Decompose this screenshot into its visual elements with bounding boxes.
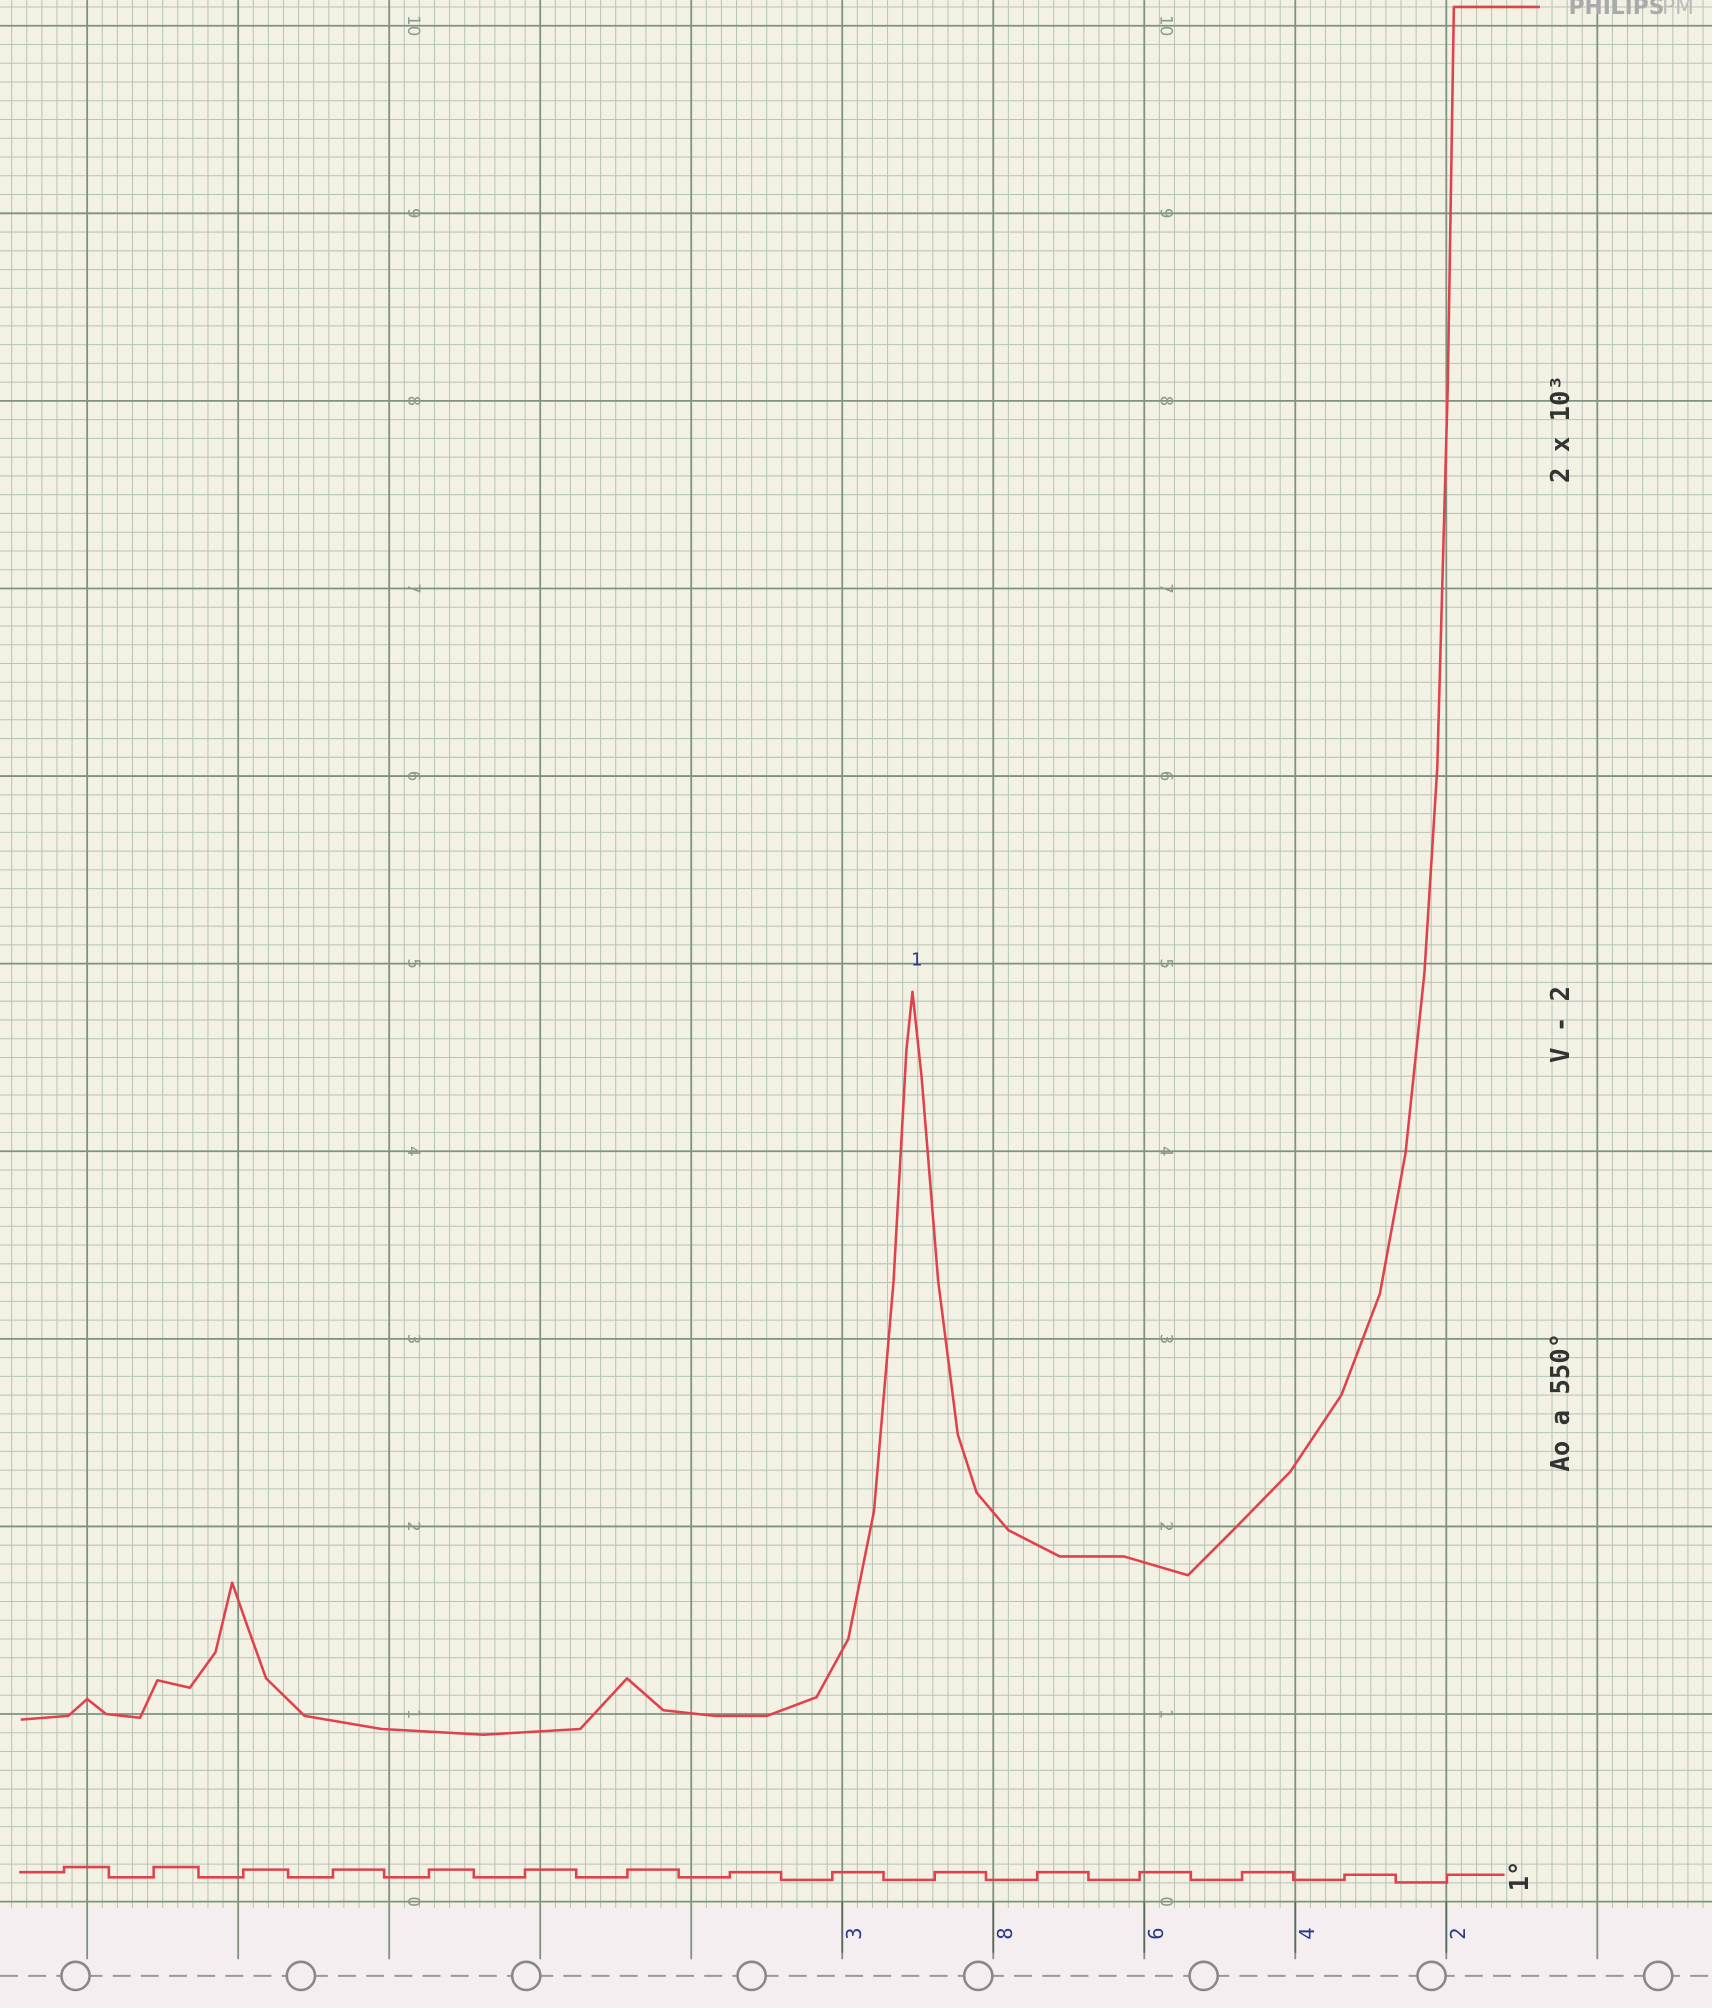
y-tick-label: 3 [404,1334,423,1345]
plot: 0 0 1 1 2 2 3 3 4 4 5 5 6 6 7 7 8 8 9 9 10 10 3 8 6 4 2 [0,5,1712,1953]
x-tick-label: 8 [993,1927,1017,1939]
brand: PHILIPS [1569,0,1665,20]
y-tick-label: 2 [1157,1521,1176,1532]
y-tick-label: 8 [404,396,423,407]
y-tick-label: 4 [404,1146,423,1157]
peak-label: 1 [911,949,922,970]
x-tick-label: 3 [842,1927,866,1939]
annotation: 2 x 10³ [1546,375,1576,483]
y-tick-label: 5 [404,958,423,969]
annotation: V - 2 [1546,986,1576,1063]
y-tick-label: 4 [1157,1146,1176,1157]
annotation: Ao a 550° [1546,1333,1576,1472]
y-tick-label: 6 [1157,771,1176,782]
perforations [60,1960,1674,1992]
x-tick-label: 6 [1144,1927,1168,1939]
y-tick-label: 9 [404,208,423,219]
y-tick-label: 3 [1157,1334,1176,1345]
x-tick-label: 4 [1295,1927,1319,1939]
paper-margin [0,1908,1712,2008]
y-tick-label: 8 [1157,396,1176,407]
y-tick-label: 0 [404,1896,423,1907]
brand-model: PM [1662,0,1694,20]
y-tick-label: 2 [404,1521,423,1532]
y-tick-label: 0 [1157,1896,1176,1907]
y-tick-label: 10 [404,15,423,36]
y-tick-label: 1 [404,1709,423,1720]
x-tick-label: 2 [1446,1927,1470,1939]
trace [20,5,1540,1736]
y-tick-label: 7 [404,583,423,594]
annotation: 1° [1505,1861,1535,1892]
timer-trace [19,1865,1505,1884]
y-tick-label: 10 [1157,15,1176,36]
y-tick-label: 6 [404,771,423,782]
y-tick-label: 5 [1157,958,1176,969]
paper-grid [0,0,1712,1960]
y-tick-label: 7 [1157,583,1176,594]
y-tick-label: 9 [1157,208,1176,219]
y-tick-label: 1 [1157,1709,1176,1720]
